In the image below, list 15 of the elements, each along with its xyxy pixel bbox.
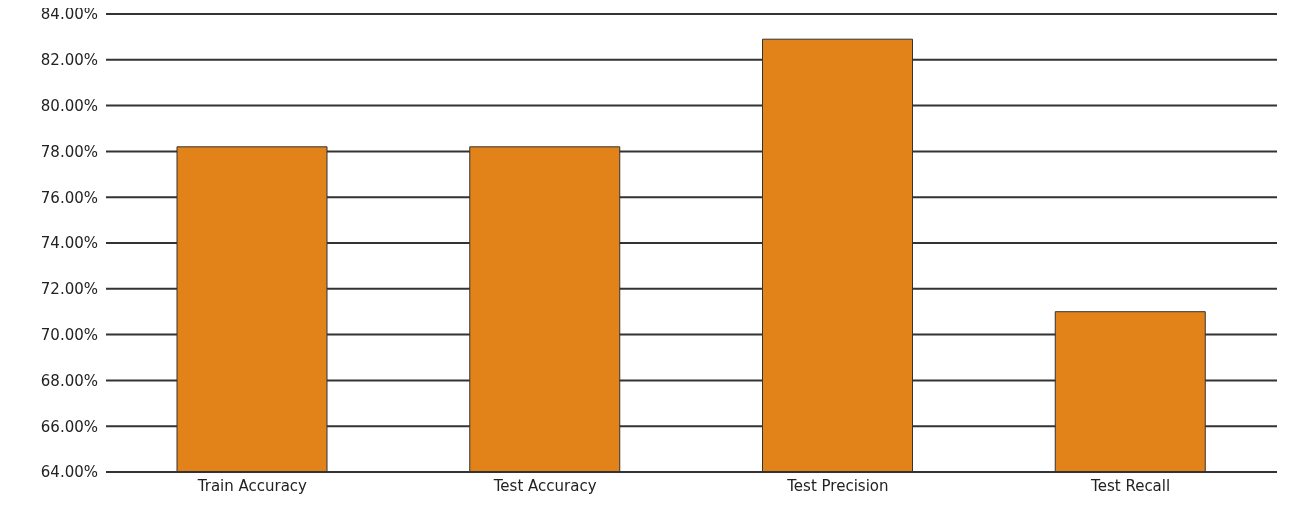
x-tick-label: Test Accuracy: [492, 476, 597, 495]
x-tick-label: Test Precision: [786, 476, 889, 495]
y-tick-label: 76.00%: [40, 188, 98, 207]
x-tick-label: Test Recall: [1090, 476, 1171, 495]
y-tick-label: 74.00%: [40, 234, 98, 253]
y-tick-label: 68.00%: [40, 371, 98, 390]
y-tick-label: 70.00%: [40, 325, 98, 344]
y-tick-label: 80.00%: [40, 96, 98, 115]
y-tick-label: 66.00%: [40, 417, 98, 436]
y-tick-label: 72.00%: [40, 280, 98, 299]
y-tick-label: 84.00%: [40, 5, 98, 24]
y-tick-label: 82.00%: [40, 51, 98, 70]
x-tick-label: Train Accuracy: [196, 476, 308, 495]
y-tick-label: 64.00%: [40, 463, 98, 482]
y-tick-label: 78.00%: [40, 142, 98, 161]
